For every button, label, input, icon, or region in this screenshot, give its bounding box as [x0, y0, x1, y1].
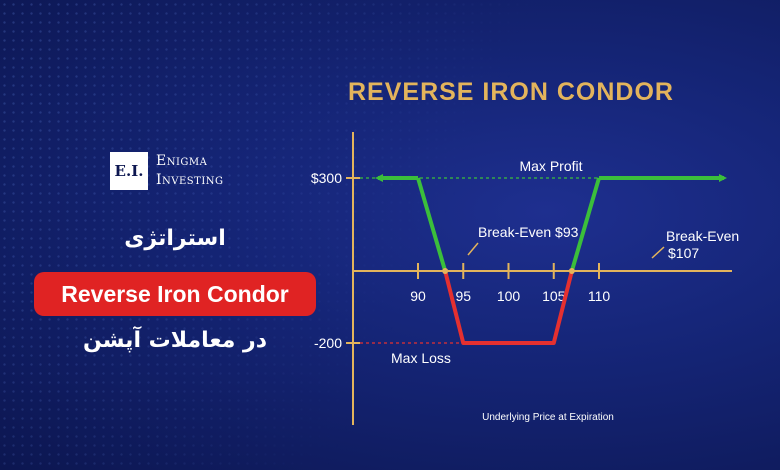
headline-strategy: استراتژی — [124, 226, 226, 251]
max-profit-label: Max Profit — [519, 158, 582, 174]
x-tick-label: 95 — [455, 288, 471, 304]
y-tick-label: $300 — [311, 170, 342, 186]
break-even-high-label-line2: $107 — [668, 245, 699, 261]
max-loss-label: Max Loss — [391, 350, 451, 366]
break-even-low-label: Break-Even $93 — [478, 224, 579, 240]
payoff-left-profit-slope — [416, 177, 448, 272]
break-even-low-point — [442, 268, 449, 274]
x-tick-label: 100 — [497, 288, 521, 304]
brand-logo: E.I. Enigma Investing — [110, 152, 224, 190]
payoff-loss-region — [443, 270, 574, 345]
x-tick-label: 90 — [410, 288, 426, 304]
headline-options-trading: در معاملات آپشن — [83, 328, 267, 353]
headline-strategy-name-badge: Reverse Iron Condor — [34, 272, 316, 316]
brand-name-line1: Enigma — [156, 153, 208, 169]
break-even-high-label-line1: Break-Even — [666, 228, 739, 244]
x-tick-label: 110 — [588, 288, 611, 304]
logo-initials: E.I. — [110, 152, 148, 190]
break-even-low-pointer — [467, 242, 479, 256]
brand-name-line2: Investing — [156, 172, 224, 188]
x-tick-label: 105 — [542, 288, 566, 304]
x-axis-label: Underlying Price at Expiration — [482, 412, 614, 423]
break-even-high-pointer — [651, 246, 665, 259]
payoff-right-profit-slope — [569, 177, 601, 272]
break-even-high-point — [568, 268, 575, 274]
y-tick-label: -200 — [314, 335, 342, 351]
chart-title: REVERSE IRON CONDOR — [348, 78, 674, 106]
